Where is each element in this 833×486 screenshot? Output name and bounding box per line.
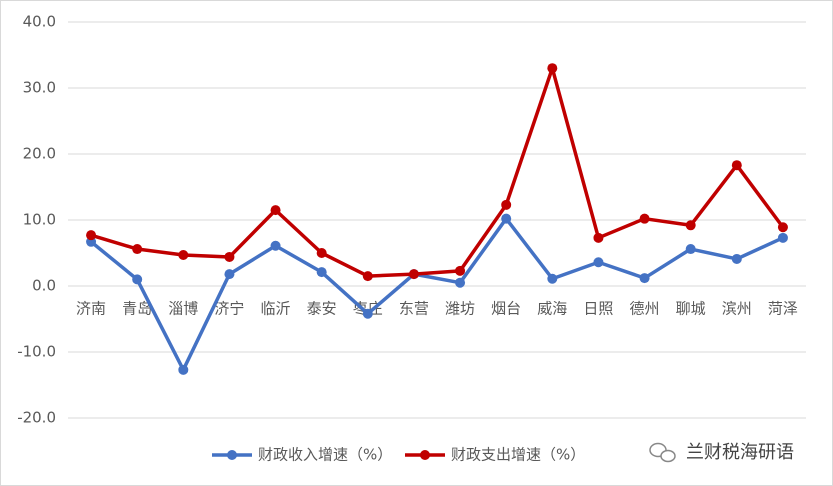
x-tick-label: 威海 (537, 300, 567, 318)
point (639, 273, 650, 284)
point (178, 249, 189, 260)
point (224, 251, 235, 262)
point (501, 199, 512, 210)
y-tick-label: 0.0 (32, 277, 56, 295)
y-tick-label: -10.0 (17, 343, 56, 361)
point (455, 277, 466, 288)
y-tick-label: 40.0 (23, 13, 56, 31)
y-tick-label: 10.0 (23, 211, 56, 229)
y-tick-label: -20.0 (17, 409, 56, 427)
point (362, 271, 373, 282)
x-tick-label: 临沂 (261, 300, 291, 318)
point (731, 253, 742, 264)
point (547, 273, 558, 284)
point (685, 244, 696, 255)
watermark: 兰财税海研语 (686, 442, 794, 463)
x-tick-label: 东营 (399, 300, 429, 318)
point (547, 63, 558, 74)
point (132, 244, 143, 255)
point (593, 232, 604, 243)
point (455, 265, 466, 276)
point (639, 213, 650, 224)
x-tick-label: 滨州 (722, 300, 752, 318)
x-tick-label: 日照 (583, 300, 613, 318)
point (362, 308, 373, 319)
watermark-icon (649, 442, 676, 463)
legend-marker (227, 450, 237, 460)
x-tick-label: 泰安 (307, 300, 337, 318)
legend-marker (420, 450, 430, 460)
legend-label: 财政收入增速（%） (258, 446, 392, 464)
y-tick-label: 20.0 (23, 145, 56, 163)
x-tick-label: 潍坊 (445, 300, 475, 318)
x-tick-label: 德州 (630, 300, 660, 318)
point (731, 160, 742, 171)
legend-label: 财政支出增速（%） (451, 446, 585, 464)
point (593, 257, 604, 268)
x-tick-label: 烟台 (491, 300, 521, 318)
x-tick-label: 菏泽 (768, 300, 798, 318)
series-line (90, 66, 785, 278)
point (501, 213, 512, 224)
x-tick-label: 济宁 (214, 300, 244, 318)
point (777, 232, 788, 243)
x-tick-label: 枣庄 (353, 300, 383, 318)
series-line (89, 216, 784, 372)
point (270, 205, 281, 216)
x-tick-label: 聊城 (676, 300, 706, 318)
point (132, 274, 143, 285)
point (777, 222, 788, 233)
point (178, 364, 189, 375)
point (316, 267, 327, 278)
point (86, 230, 97, 241)
y-tick-label: 30.0 (23, 79, 56, 97)
point (408, 269, 419, 280)
point (270, 240, 281, 251)
point (316, 248, 327, 258)
x-tick-label: 济南 (76, 300, 106, 318)
x-tick-label: 淄博 (168, 300, 198, 318)
point (685, 220, 696, 231)
point (224, 269, 235, 280)
x-tick-label: 青岛 (122, 300, 152, 318)
